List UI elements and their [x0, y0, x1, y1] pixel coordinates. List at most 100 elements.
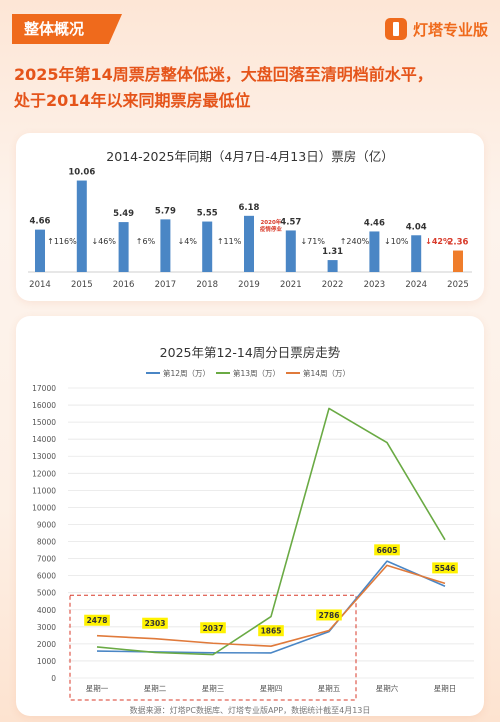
- legend-label: 第14周（万）: [303, 368, 350, 378]
- y-tick-label: 9000: [37, 520, 56, 529]
- yoy-change-label: ↓71%: [300, 237, 325, 246]
- bar-value-label: 5.79: [155, 206, 176, 216]
- bar-category-label: 2015: [71, 280, 93, 290]
- y-tick-label: 4000: [37, 606, 56, 615]
- series-line-3: [96, 564, 446, 647]
- bar-category-label: 2022: [322, 280, 344, 290]
- bar-value-label: 4.57: [280, 217, 301, 227]
- yearly-boxoffice-card: 2014-2025年同期（4月7日-4月13日）票房（亿） 4.66 2014 10.…: [16, 133, 484, 301]
- bar-2015: [76, 180, 87, 272]
- bar-value-label: 10.06: [68, 168, 95, 178]
- brand-logo: 灯塔专业版: [384, 18, 488, 40]
- y-tick-label: 8000: [37, 538, 56, 547]
- bar-category-label: 2017: [155, 280, 177, 290]
- data-label: 2786: [319, 611, 340, 620]
- data-label: 2303: [145, 619, 166, 628]
- yoy-change-label: ↓42%: [425, 237, 451, 246]
- data-label-bg: [258, 625, 284, 637]
- bar-category-label: 2019: [238, 280, 260, 290]
- y-tick-label: 10000: [32, 503, 56, 512]
- x-tick-label: 星期四: [260, 684, 283, 693]
- bar-chart-title: 2014-2025年同期（4月7日-4月13日）票房（亿）: [106, 149, 393, 164]
- data-label-bg: [200, 622, 226, 634]
- data-label-bg: [374, 544, 400, 556]
- bar-2025: [453, 250, 463, 272]
- bar-2018: [202, 221, 213, 272]
- yearly-bar-chart: 2014-2025年同期（4月7日-4月13日）票房（亿） 4.66 2014 10.…: [28, 149, 472, 290]
- data-label-bg: [142, 617, 168, 629]
- x-tick-label: 星期一: [86, 684, 109, 693]
- y-tick-label: 13000: [32, 452, 56, 461]
- bar-2022: [327, 260, 338, 272]
- bar-value-label: 4.66: [30, 217, 51, 227]
- yoy-change-label: ↓4%: [178, 237, 198, 246]
- bar-category-label: 2023: [364, 280, 386, 290]
- yoy-change-label: ↑240%: [340, 237, 370, 246]
- y-tick-label: 17000: [32, 384, 56, 393]
- weekday-highlight-box: [69, 594, 357, 701]
- daily-trend-card: 2025年第12-14周分日票房走势第12周（万） 第13周（万） 第14周（万） 0…: [16, 316, 484, 716]
- y-tick-label: 14000: [32, 435, 56, 444]
- bar-2016: [118, 222, 129, 272]
- data-label: 5546: [435, 564, 456, 573]
- legend-label: 第13周（万）: [233, 368, 280, 378]
- brand-name: 灯塔专业版: [412, 20, 488, 39]
- bar-category-label: 2025: [447, 280, 469, 290]
- x-tick-label: 星期二: [144, 684, 167, 693]
- bar-category-label: 2014: [29, 280, 51, 290]
- bar-value-label: 6.18: [239, 203, 260, 213]
- lighthouse-icon: [384, 18, 407, 40]
- data-label-bg: [316, 609, 342, 621]
- y-tick-label: 1000: [37, 657, 56, 666]
- yoy-change-label: ↑116%: [47, 237, 77, 246]
- y-tick-label: 15000: [32, 418, 56, 427]
- data-label: 2037: [203, 624, 224, 633]
- bar-category-label: 2018: [196, 280, 218, 290]
- y-tick-label: 5000: [37, 589, 56, 598]
- y-tick-label: 3000: [37, 623, 56, 632]
- bar-2014: [35, 229, 45, 272]
- y-tick-label: 0: [51, 674, 56, 683]
- yoy-change-label: ↓10%: [384, 237, 409, 246]
- y-tick-label: 7000: [37, 555, 56, 564]
- bar-category-label: 2021: [280, 280, 302, 290]
- bar-2021: [285, 230, 296, 272]
- bar-value-label: 5.55: [197, 209, 218, 219]
- data-label: 1865: [261, 627, 282, 636]
- y-tick-label: 16000: [32, 401, 56, 410]
- x-tick-label: 星期五: [318, 684, 341, 693]
- bar-value-label: 1.31: [322, 247, 343, 257]
- x-tick-label: 星期日: [434, 684, 457, 693]
- yoy-change-label: ↑6%: [136, 237, 156, 246]
- bar-value-label: 4.46: [364, 218, 385, 228]
- bar-value-label: 4.04: [406, 222, 427, 232]
- yoy-change-label: ↓46%: [91, 237, 116, 246]
- section-tag: 整体概况: [12, 14, 122, 44]
- headline-line-2: 处于2014年以来同期票房最低位: [14, 91, 251, 110]
- bar-2019: [244, 215, 254, 272]
- y-tick-label: 12000: [32, 469, 56, 478]
- data-source-note: 数据来源：灯塔PC数据库、灯塔专业版APP，数据统计截至4月13日: [129, 706, 371, 715]
- data-label: 6605: [377, 546, 398, 555]
- data-label: 2478: [87, 616, 108, 625]
- y-tick-label: 11000: [32, 486, 56, 495]
- bar-2017: [160, 219, 171, 272]
- headline-line-1: 2025年第14周票房整体低迷，大盘回落至清明档前水平，: [14, 65, 433, 84]
- bar-category-label: 2024: [405, 280, 427, 290]
- data-label-bg: [432, 562, 458, 574]
- headline: 2025年第14周票房整体低迷，大盘回落至清明档前水平， 处于2014年以来同期…: [14, 62, 486, 114]
- bar-value-label: 5.49: [113, 209, 134, 219]
- x-tick-label: 星期六: [376, 683, 399, 693]
- data-label-bg: [84, 614, 110, 626]
- bar-2023: [369, 231, 380, 272]
- series-line-2: [96, 407, 446, 656]
- line-chart-title: 2025年第12-14周分日票房走势: [160, 345, 341, 360]
- bar-2024: [411, 235, 422, 272]
- y-tick-label: 2000: [37, 640, 56, 649]
- y-tick-label: 6000: [37, 572, 56, 581]
- x-tick-label: 星期三: [202, 684, 225, 693]
- legend-label: 第12周（万）: [163, 368, 210, 378]
- yoy-change-label: ↑11%: [217, 237, 242, 246]
- bar-category-label: 2016: [113, 280, 135, 290]
